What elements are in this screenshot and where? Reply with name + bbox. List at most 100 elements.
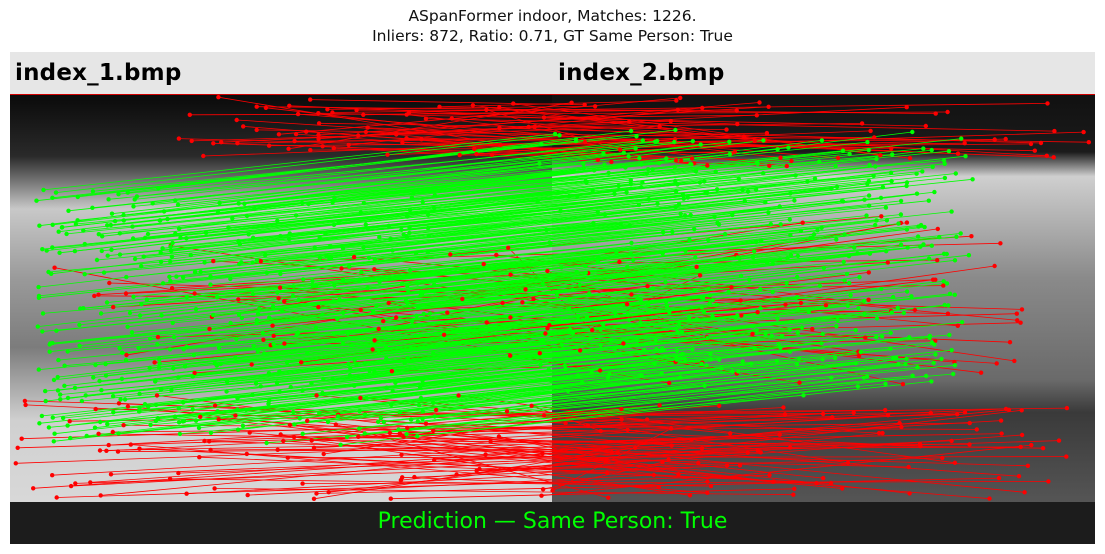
outlier-keypoint bbox=[474, 151, 479, 157]
inlier-keypoint bbox=[37, 223, 42, 228]
inlier-keypoint bbox=[675, 329, 680, 335]
inlier-keypoint bbox=[929, 379, 934, 384]
outlier-keypoint bbox=[299, 360, 304, 365]
outlier-keypoint bbox=[54, 495, 59, 500]
inlier-line bbox=[37, 267, 562, 327]
outlier-keypoint bbox=[278, 432, 283, 437]
inlier-keypoint bbox=[645, 167, 651, 172]
inlier-keypoint bbox=[700, 295, 706, 300]
outlier-keypoint bbox=[705, 163, 710, 168]
inlier-keypoint bbox=[246, 232, 251, 237]
inlier-keypoint bbox=[866, 193, 872, 198]
inlier-keypoint bbox=[366, 255, 372, 261]
outlier-line bbox=[90, 426, 902, 483]
inlier-keypoint bbox=[675, 182, 680, 187]
inlier-keypoint bbox=[336, 219, 341, 224]
outlier-keypoint bbox=[933, 111, 938, 116]
outlier-keypoint bbox=[282, 341, 287, 346]
inlier-keypoint bbox=[305, 351, 310, 356]
outlier-keypoint bbox=[1015, 318, 1020, 323]
inlier-keypoint bbox=[810, 235, 815, 240]
inlier-line bbox=[123, 165, 620, 216]
inlier-keypoint bbox=[747, 277, 752, 282]
inlier-keypoint bbox=[161, 209, 167, 214]
inlier-keypoint bbox=[566, 193, 572, 199]
inlier-keypoint bbox=[726, 289, 731, 295]
inlier-keypoint bbox=[193, 418, 199, 423]
outlier-keypoint bbox=[1064, 454, 1069, 459]
inlier-keypoint bbox=[409, 346, 414, 351]
inlier-keypoint bbox=[254, 257, 260, 263]
inlier-line bbox=[52, 289, 573, 344]
inlier-keypoint bbox=[414, 313, 419, 318]
inlier-keypoint bbox=[914, 171, 919, 176]
inlier-keypoint bbox=[602, 162, 607, 167]
outlier-keypoint bbox=[962, 410, 968, 415]
outlier-keypoint bbox=[917, 442, 923, 447]
inlier-keypoint bbox=[376, 350, 381, 356]
outlier-keypoint bbox=[208, 447, 213, 453]
outlier-keypoint bbox=[423, 421, 429, 426]
inlier-keypoint bbox=[77, 322, 82, 328]
inlier-keypoint bbox=[926, 198, 931, 203]
inlier-keypoint bbox=[927, 333, 933, 339]
outlier-keypoint bbox=[992, 137, 997, 142]
inlier-line bbox=[159, 311, 670, 368]
inlier-keypoint bbox=[332, 331, 337, 336]
outlier-keypoint bbox=[500, 300, 505, 306]
inlier-keypoint bbox=[556, 289, 561, 294]
inlier-keypoint bbox=[271, 342, 276, 347]
outlier-keypoint bbox=[325, 107, 330, 112]
inlier-keypoint bbox=[137, 313, 143, 318]
outlier-keypoint bbox=[739, 313, 744, 318]
outlier-keypoint bbox=[393, 315, 399, 320]
outlier-keypoint bbox=[539, 493, 544, 498]
outlier-keypoint bbox=[96, 431, 101, 436]
inlier-keypoint bbox=[50, 415, 55, 420]
inlier-keypoint bbox=[208, 430, 214, 435]
outlier-keypoint bbox=[543, 331, 548, 336]
inlier-line bbox=[214, 315, 738, 364]
inlier-keypoint bbox=[714, 187, 720, 192]
outlier-keypoint bbox=[241, 124, 246, 129]
figure-title: ASpanFormer indoor, Matches: 1226. Inlie… bbox=[0, 6, 1105, 46]
inlier-keypoint bbox=[910, 129, 915, 135]
inlier-keypoint bbox=[384, 385, 389, 390]
inlier-keypoint bbox=[605, 375, 611, 380]
outlier-keypoint bbox=[104, 448, 109, 453]
inlier-keypoint bbox=[372, 369, 377, 374]
outlier-keypoint bbox=[419, 137, 424, 142]
inlier-line bbox=[186, 239, 709, 298]
inlier-keypoint bbox=[758, 287, 763, 292]
inlier-keypoint bbox=[173, 231, 178, 236]
outlier-keypoint bbox=[370, 347, 375, 352]
inlier-line bbox=[123, 158, 667, 221]
outlier-keypoint bbox=[1045, 101, 1050, 106]
inlier-keypoint bbox=[60, 225, 65, 230]
inlier-keypoint bbox=[628, 251, 633, 256]
outlier-line bbox=[218, 96, 598, 161]
inlier-keypoint bbox=[239, 260, 244, 265]
inlier-keypoint bbox=[777, 204, 782, 209]
inlier-keypoint bbox=[705, 335, 710, 341]
outlier-keypoint bbox=[167, 476, 173, 481]
inlier-keypoint bbox=[396, 427, 401, 432]
outlier-keypoint bbox=[797, 380, 802, 385]
outlier-keypoint bbox=[266, 143, 272, 148]
inlier-keypoint bbox=[81, 306, 86, 311]
inlier-keypoint bbox=[692, 226, 697, 232]
inlier-keypoint bbox=[898, 198, 904, 204]
inlier-line bbox=[58, 169, 595, 233]
inlier-keypoint bbox=[608, 337, 613, 342]
inlier-keypoint bbox=[196, 425, 202, 431]
outlier-keypoint bbox=[207, 439, 212, 444]
inlier-keypoint bbox=[426, 233, 431, 239]
outlier-keypoint bbox=[1032, 148, 1037, 153]
outlier-keypoint bbox=[346, 142, 351, 148]
inlier-keypoint bbox=[405, 355, 410, 360]
inlier-line bbox=[135, 203, 658, 260]
inlier-keypoint bbox=[235, 427, 241, 432]
inlier-keypoint bbox=[714, 302, 719, 307]
inlier-keypoint bbox=[157, 361, 162, 366]
inlier-keypoint bbox=[861, 375, 867, 380]
